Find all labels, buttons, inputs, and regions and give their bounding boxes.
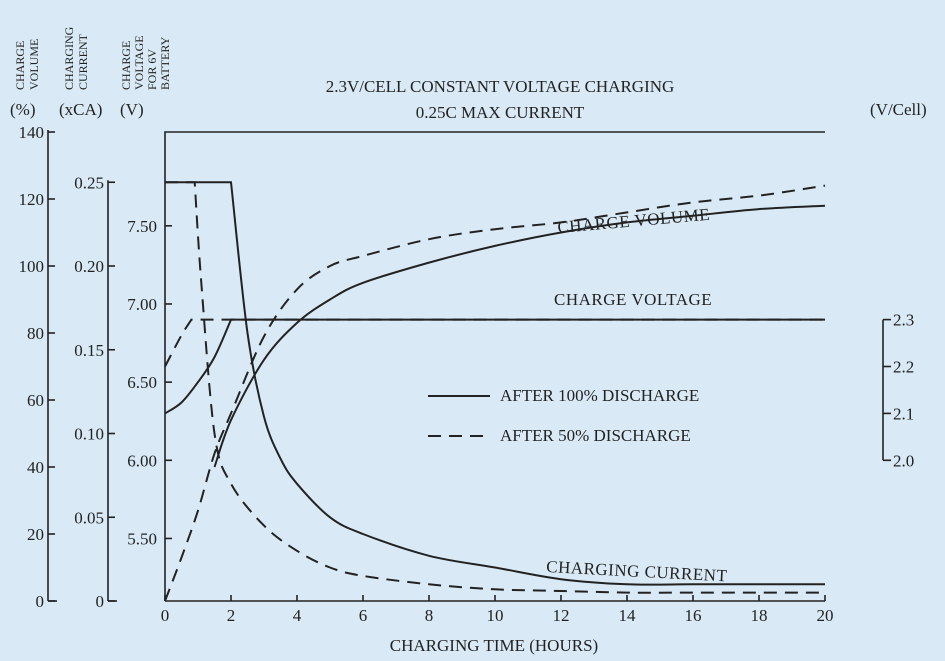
- axes: 02040608010012014000.050.100.150.200.255…: [19, 123, 915, 625]
- x-tick-label: 14: [619, 606, 637, 625]
- current-tick-label: 0.10: [74, 425, 104, 444]
- series-volume-50-discharge: [164, 184, 826, 602]
- legend-label-50-discharge: AFTER 50% DISCHARGE: [500, 426, 691, 445]
- current-axis-header: CHARGING CURRENT: [62, 26, 90, 90]
- current-tick-label: 0.20: [74, 257, 104, 276]
- x-tick-label: 0: [161, 606, 170, 625]
- x-tick-label: 16: [685, 606, 702, 625]
- vcell-tick-label: 2.1: [893, 404, 914, 423]
- data-series: [164, 181, 826, 602]
- vcell-tick-label: 2.2: [893, 358, 914, 377]
- chart-title: 2.3V/CELL CONSTANT VOLTAGE CHARGING 0.25…: [326, 77, 675, 122]
- volume-header-line-2: VOLUME: [27, 39, 41, 90]
- current-header-line-1: CHARGING: [62, 26, 76, 90]
- series-voltage-100-discharge: [164, 318, 825, 415]
- series-current-100-discharge: [165, 181, 825, 586]
- legend: AFTER 100% DISCHARGE AFTER 50% DISCHARGE: [428, 386, 699, 445]
- volume-tick-label: 120: [19, 190, 45, 209]
- x-tick-label: 20: [817, 606, 834, 625]
- x-tick-label: 10: [487, 606, 504, 625]
- x-tick-label: 18: [751, 606, 768, 625]
- volume-tick-label: 0: [36, 592, 45, 611]
- voltage-tick-label: 6.00: [127, 451, 157, 470]
- title-line-2: 0.25C MAX CURRENT: [416, 103, 585, 122]
- volume-tick-label: 80: [27, 324, 44, 343]
- legend-label-100-discharge: AFTER 100% DISCHARGE: [500, 386, 699, 405]
- x-tick-label: 12: [553, 606, 570, 625]
- voltage-header-line-1: CHARGE: [119, 41, 133, 90]
- curve-label-charge-voltage: CHARGE VOLTAGE: [554, 290, 712, 309]
- curve-label-charge-volume: CHARGE VOLUME: [557, 205, 711, 237]
- x-tick-label: 8: [425, 606, 434, 625]
- x-axis-title: CHARGING TIME (HOURS): [390, 636, 598, 655]
- current-tick-label: 0.15: [74, 341, 104, 360]
- voltage-tick-label: 7.00: [127, 295, 157, 314]
- volume-axis-header: CHARGE VOLUME: [13, 39, 41, 90]
- series-voltage-50-discharge: [164, 318, 825, 367]
- series-current-50-discharge: [165, 181, 825, 594]
- volume-tick-label: 40: [27, 458, 44, 477]
- voltage-tick-label: 6.50: [127, 373, 157, 392]
- vcell-axis-unit: (V/Cell): [870, 100, 927, 119]
- plot-frame: [164, 131, 825, 601]
- x-tick-label: 4: [293, 606, 302, 625]
- voltage-axis-unit: (V): [120, 100, 144, 119]
- volume-header-line-1: CHARGE: [13, 41, 27, 90]
- volume-tick-label: 140: [19, 123, 45, 142]
- current-header-line-2: CURRENT: [76, 33, 90, 90]
- current-tick-label: 0.25: [74, 173, 104, 192]
- x-tick-label: 6: [359, 606, 368, 625]
- vcell-tick-label: 2.3: [893, 311, 914, 330]
- voltage-header-line-3: FOR 6V: [145, 49, 159, 90]
- current-tick-label: 0: [96, 592, 105, 611]
- voltage-tick-label: 5.50: [127, 529, 157, 548]
- voltage-tick-label: 7.50: [127, 217, 157, 236]
- voltage-header-line-2: VOLTAGE: [132, 35, 146, 90]
- current-axis-unit: (xCA): [59, 100, 102, 119]
- volume-tick-label: 100: [19, 257, 45, 276]
- vcell-tick-label: 2.0: [893, 451, 914, 470]
- volume-axis-unit: (%): [10, 100, 35, 119]
- voltage-axis-header: CHARGE VOLTAGE FOR 6V BATTERY: [119, 35, 172, 90]
- current-tick-label: 0.05: [74, 508, 104, 527]
- title-line-1: 2.3V/CELL CONSTANT VOLTAGE CHARGING: [326, 77, 675, 96]
- voltage-header-line-4: BATTERY: [158, 36, 172, 90]
- volume-tick-label: 20: [27, 525, 44, 544]
- volume-tick-label: 60: [27, 391, 44, 410]
- series-volume-100-discharge: [213, 204, 826, 468]
- x-tick-label: 2: [227, 606, 236, 625]
